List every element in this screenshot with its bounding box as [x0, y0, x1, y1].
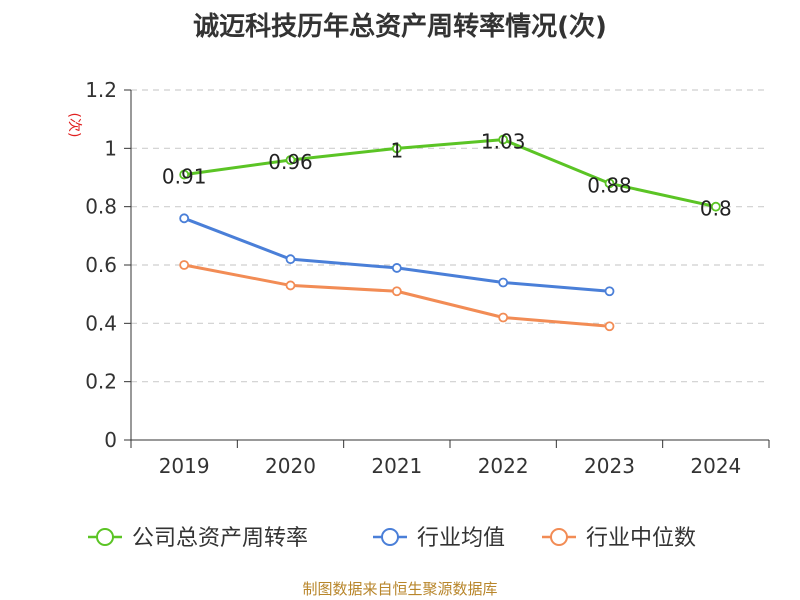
data-point	[285, 155, 296, 165]
data-label: 0.96	[268, 150, 313, 174]
data-point	[179, 260, 190, 270]
grid-lines	[131, 89, 769, 383]
data-point	[285, 280, 296, 291]
data-point	[498, 277, 509, 288]
data-point	[179, 213, 190, 224]
x-tick-label: 2022	[478, 454, 529, 478]
data-point	[604, 321, 615, 332]
axes: 0 0.2 0.4 0.6 0.8 1 1.2 2019 2020 2021 2022 2023 202…	[66, 78, 770, 478]
data-label: 0.91	[162, 165, 207, 189]
data-point	[179, 169, 190, 180]
legend: 公司总资产周转率 行业均值 行业中位数	[88, 526, 696, 551]
x-tick-label: 2023	[584, 454, 635, 478]
series-line	[183, 138, 717, 209]
data-point	[391, 143, 402, 154]
source-note: 制图数据来自恒生聚源数据库	[302, 580, 498, 598]
series-line	[183, 216, 610, 293]
data-point	[391, 286, 402, 297]
y-tick-label: 1	[104, 136, 117, 160]
legend-label: 行业均值	[417, 526, 505, 551]
y-tick-label: 0.6	[85, 253, 117, 277]
data-point	[285, 254, 296, 265]
data-point	[391, 263, 402, 273]
data-labels: 0.91 0.96 1 1.03 0.88 0.8	[162, 130, 732, 221]
legend-label: 公司总资产周转率	[132, 526, 308, 551]
data-label: 0.88	[587, 173, 632, 197]
y-tick-label: 0	[104, 428, 117, 452]
x-tick-label: 2021	[371, 454, 422, 478]
y-axis-label: (次)	[66, 113, 82, 138]
y-tick-label: 0.4	[85, 311, 117, 335]
data-label: 1	[390, 138, 403, 162]
data-point	[498, 312, 509, 323]
data-point	[604, 178, 615, 189]
legend-marker	[550, 528, 568, 546]
legend-label: 行业中位数	[586, 526, 696, 551]
x-tick-label: 2019	[159, 454, 210, 478]
x-tick-label: 2024	[690, 454, 741, 478]
data-point	[604, 286, 615, 297]
data-point	[710, 201, 721, 212]
data-label: 0.8	[700, 197, 732, 221]
y-tick-label: 0.8	[85, 195, 117, 219]
chart-title: 诚迈科技历年总资产周转率情况(次)	[193, 12, 607, 42]
y-tick-label: 1.2	[85, 78, 117, 102]
data-point	[498, 134, 509, 145]
legend-marker	[381, 528, 399, 546]
x-tick-label: 2020	[265, 454, 316, 478]
y-tick-label: 0.2	[85, 370, 117, 394]
data-label: 1.03	[481, 130, 526, 154]
legend-marker	[96, 528, 114, 546]
series-layer	[179, 134, 721, 332]
